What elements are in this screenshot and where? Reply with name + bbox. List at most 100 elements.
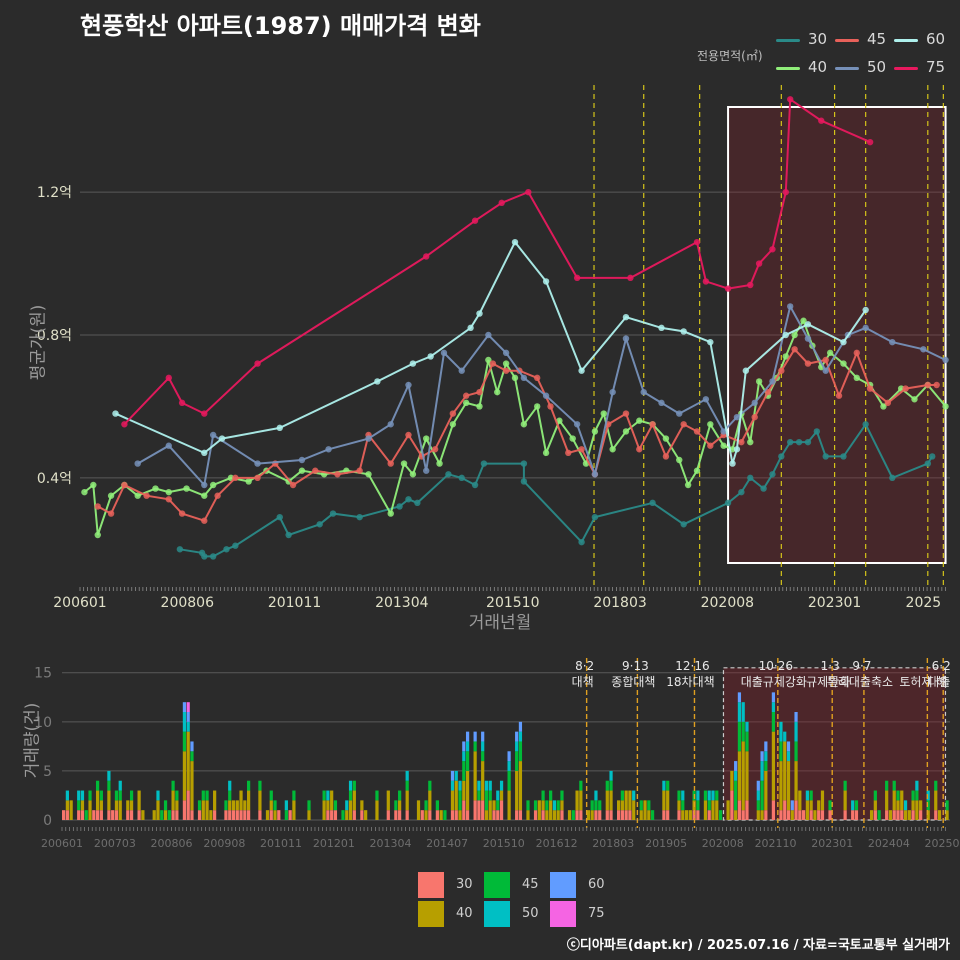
data-point [511, 238, 519, 246]
bar-segment-50 [805, 790, 809, 801]
bar-stack [171, 780, 175, 820]
data-point [525, 188, 532, 196]
bar-stack [805, 790, 809, 820]
data-point [81, 488, 88, 496]
bar-segment-40 [666, 790, 670, 811]
data-point [542, 392, 550, 399]
bar-stack [900, 790, 904, 820]
data-point [201, 481, 208, 489]
bar-stack [926, 790, 930, 820]
bar-segment-45 [609, 780, 613, 791]
bar-segment-45 [533, 800, 538, 811]
bar-stack [80, 790, 85, 820]
data-point [387, 460, 394, 467]
bar-segment-30 [450, 810, 455, 820]
data-point [520, 421, 528, 428]
bar-segment-50 [745, 721, 749, 732]
bar-segment-40 [273, 810, 277, 820]
bar-segment-30 [239, 810, 243, 820]
data-point [565, 449, 572, 457]
data-point [804, 335, 812, 342]
legend-title: 전용면적(㎡) [697, 49, 763, 63]
bar-stack [420, 810, 424, 820]
data-point [533, 403, 541, 410]
bar-segment-40 [741, 741, 745, 811]
bar-segment-45 [809, 790, 813, 801]
bar-segment-40 [605, 790, 609, 811]
bar-segment-30 [934, 810, 938, 820]
bar-segment-40 [265, 810, 270, 820]
bar-segment-40 [783, 741, 787, 801]
bar-segment-40 [681, 810, 685, 820]
data-point [933, 381, 940, 389]
data-point [751, 413, 758, 421]
bar-segment-50 [681, 790, 685, 801]
data-point [804, 438, 812, 446]
bar-segment-40 [786, 761, 791, 811]
data-point [542, 449, 550, 457]
bar-segment-45 [707, 800, 711, 811]
x-axis-label: 거래년월 [468, 613, 532, 633]
bar-segment-40 [65, 800, 69, 811]
data-point [791, 346, 798, 353]
bar-segment-30 [224, 810, 228, 820]
bar-segment-40 [345, 810, 349, 820]
bar-stack [779, 721, 783, 820]
bar-segment-45 [934, 780, 938, 791]
bar-stack [481, 731, 485, 820]
data-point [840, 338, 847, 346]
bar-segment-45 [95, 780, 100, 791]
bar-stack [333, 800, 338, 820]
bar-segment-30 [809, 810, 813, 820]
data-point [911, 396, 918, 403]
bar-segment-40 [934, 790, 938, 811]
bar-segment-45 [496, 800, 500, 811]
bar-segment-30 [182, 800, 187, 820]
bar-stack [488, 780, 492, 820]
bar-segment-40 [129, 800, 134, 811]
data-point [609, 388, 616, 396]
bar-segment-45 [518, 741, 523, 762]
bar-segment-40 [428, 790, 432, 811]
bar-stack [477, 780, 481, 820]
data-point [165, 488, 172, 496]
bar-segment-30 [333, 810, 338, 820]
bar-segment-40 [647, 810, 651, 820]
bar-segment-40 [541, 800, 545, 811]
bar-segment-40 [69, 800, 73, 820]
bar-segment-40 [805, 800, 809, 820]
bar-stack [277, 810, 281, 820]
bar-segment-40 [885, 790, 889, 811]
bar-segment-40 [360, 800, 364, 811]
bar-segment-45 [541, 790, 545, 801]
bar-stack [760, 751, 764, 820]
bar-segment-45 [99, 790, 103, 801]
data-point [862, 306, 869, 314]
bar-stack [764, 741, 768, 820]
bottom-legend-item-50: 50 [484, 901, 574, 927]
bar-segment-45 [322, 790, 326, 801]
bar-segment-30 [386, 810, 390, 820]
bar-segment-45 [352, 780, 356, 791]
bar-segment-45 [647, 800, 651, 811]
bar-segment-40 [235, 800, 239, 811]
bar-segment-30 [892, 810, 896, 820]
data-point [107, 510, 115, 517]
bar-segment-50 [80, 790, 85, 801]
bar-segment-30 [620, 810, 624, 820]
data-point [676, 456, 683, 464]
bar-segment-45 [424, 800, 428, 811]
bar-segment-40 [492, 800, 496, 811]
bar-segment-40 [643, 800, 647, 820]
bar-segment-40 [764, 770, 768, 811]
data-point [405, 496, 412, 503]
bar-segment-40 [424, 810, 428, 820]
data-point [782, 353, 789, 360]
price-line-chart: 0.4억 0.8억 1.2억 200601 200806 201011 201304 2015… [37, 85, 950, 610]
bar-stack [152, 810, 156, 820]
data-point [356, 467, 363, 474]
data-point [866, 385, 874, 392]
data-point [778, 453, 785, 460]
bar-stack [734, 761, 738, 820]
bar-segment-30 [277, 810, 281, 820]
